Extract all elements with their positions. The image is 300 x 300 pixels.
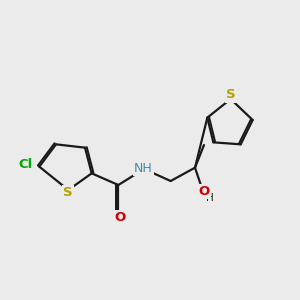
Text: NH: NH (134, 162, 153, 175)
Text: Cl: Cl (18, 158, 32, 172)
Text: S: S (226, 88, 236, 101)
Text: O: O (114, 211, 126, 224)
Text: H: H (206, 193, 214, 203)
Text: S: S (63, 186, 73, 199)
Text: O: O (198, 185, 210, 198)
